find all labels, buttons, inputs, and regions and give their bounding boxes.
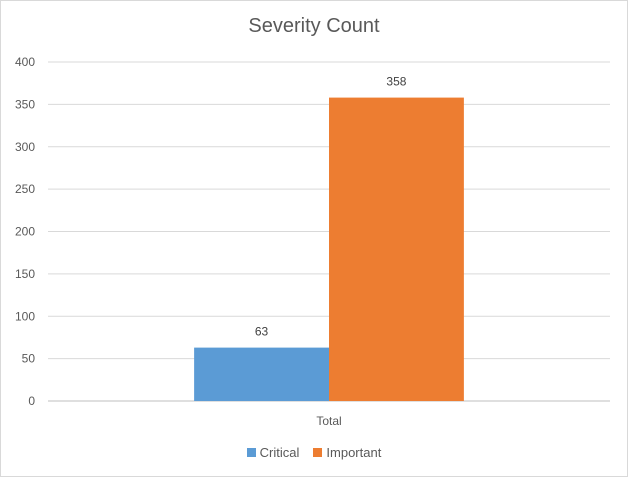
- y-tick-label: 150: [15, 267, 35, 281]
- legend-swatch: [313, 448, 323, 457]
- legend-item-critical: Critical: [246, 445, 300, 460]
- y-tick-label: 400: [15, 55, 35, 69]
- x-tick-label: Total: [316, 414, 341, 428]
- bar-critical: [194, 347, 329, 401]
- legend-label: Critical: [259, 445, 300, 460]
- y-tick-label: 0: [28, 394, 35, 408]
- bar-important: [329, 97, 464, 401]
- data-label-important: 358: [386, 75, 406, 89]
- y-tick-label: 100: [15, 309, 35, 323]
- legend-swatch: [246, 448, 256, 457]
- data-label-critical: 63: [255, 325, 269, 339]
- y-tick-label: 300: [15, 140, 35, 154]
- legend: Critical Important: [1, 445, 627, 460]
- legend-label: Important: [326, 445, 382, 460]
- y-tick-label: 50: [22, 352, 36, 366]
- chart-title: Severity Count: [248, 15, 380, 37]
- y-tick-label: 250: [15, 182, 35, 196]
- legend-item-important: Important: [313, 445, 381, 460]
- y-tick-label: 200: [15, 225, 35, 239]
- y-tick-label: 350: [15, 97, 35, 111]
